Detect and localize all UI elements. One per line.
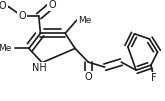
Text: O: O bbox=[84, 72, 92, 82]
Text: O: O bbox=[0, 1, 7, 11]
Text: O: O bbox=[48, 0, 56, 10]
Text: Me: Me bbox=[0, 44, 12, 53]
Text: NH: NH bbox=[32, 63, 47, 73]
Text: O: O bbox=[18, 11, 26, 21]
Text: Me: Me bbox=[78, 16, 92, 25]
Text: F: F bbox=[151, 73, 157, 83]
